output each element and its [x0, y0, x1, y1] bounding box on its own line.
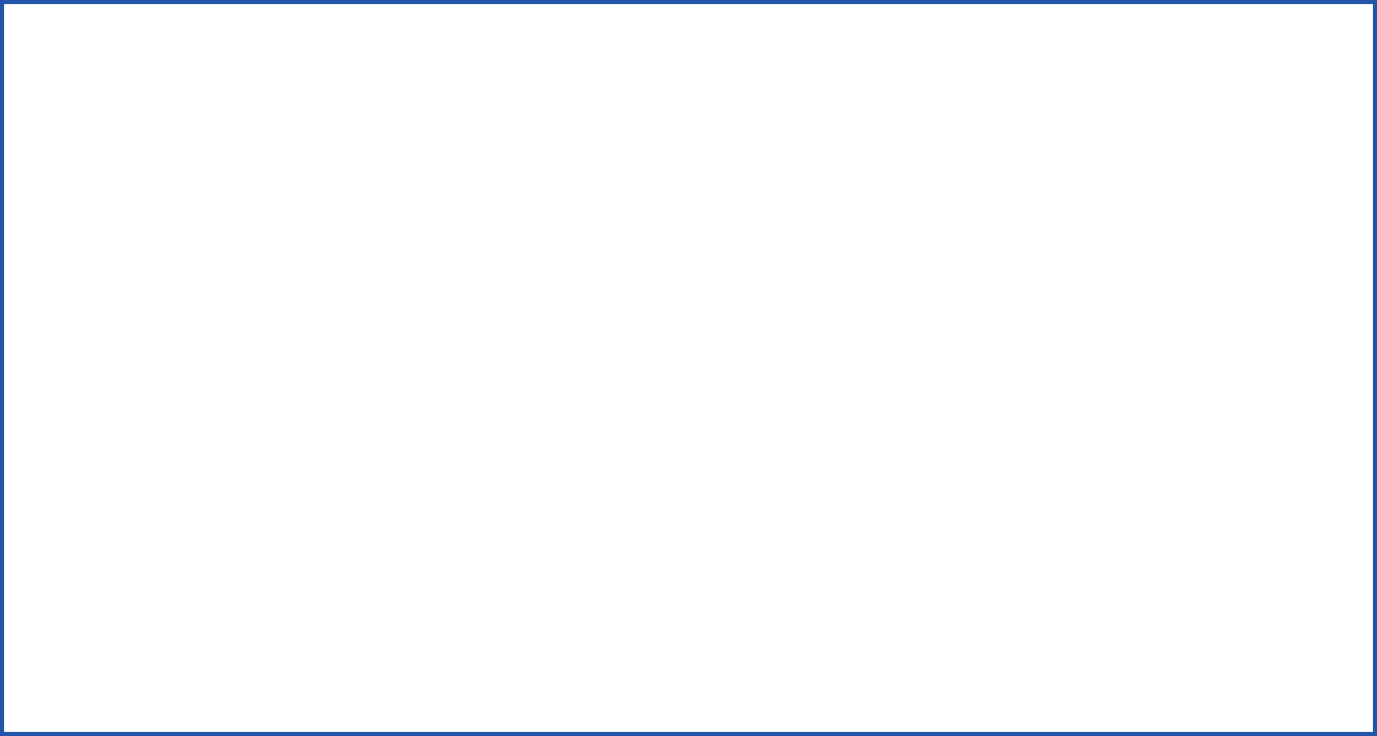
- Text: (39): (39): [65, 489, 90, 501]
- Text: Variables (39): Variables (39): [256, 127, 343, 141]
- Text: (3): (3): [65, 369, 83, 381]
- FancyBboxPatch shape: [32, 396, 37, 402]
- Text: Custom Search: Time
Series: Custom Search: Time Series: [112, 57, 245, 85]
- FancyBboxPatch shape: [30, 394, 39, 403]
- FancyBboxPatch shape: [10, 168, 231, 190]
- FancyBboxPatch shape: [1, 32, 1376, 122]
- FancyBboxPatch shape: [32, 348, 37, 354]
- Text: Back: Back: [1260, 712, 1289, 726]
- FancyBboxPatch shape: [1305, 707, 1366, 731]
- Text: Esri: Esri: [43, 489, 65, 501]
- Text: Data browser: Data browser: [12, 10, 102, 24]
- FancyBboxPatch shape: [14, 250, 23, 260]
- Text: (3): (3): [65, 392, 83, 406]
- Text: (3): (3): [65, 320, 83, 333]
- FancyBboxPatch shape: [1, 702, 1376, 736]
- Text: 2023 Housing Unit Time Series (Esri): 2023 Housing Unit Time Series (Esri): [269, 193, 498, 206]
- FancyBboxPatch shape: [509, 183, 923, 216]
- Text: 2023 Population Time Series (Esri): 2023 Population Time Series (Esri): [269, 228, 485, 241]
- FancyBboxPatch shape: [30, 275, 39, 283]
- FancyBboxPatch shape: [1248, 707, 1300, 731]
- FancyBboxPatch shape: [242, 182, 1376, 217]
- Text: 2011: 2011: [43, 344, 73, 358]
- FancyBboxPatch shape: [30, 419, 39, 428]
- Text: (39): (39): [162, 272, 186, 286]
- Text: (3): (3): [65, 417, 83, 430]
- Text: (39): (39): [50, 200, 73, 213]
- FancyBboxPatch shape: [14, 467, 23, 475]
- FancyBboxPatch shape: [15, 468, 22, 474]
- Text: (39): (39): [121, 297, 145, 310]
- FancyBboxPatch shape: [15, 300, 22, 306]
- FancyBboxPatch shape: [94, 48, 262, 94]
- Text: Year: Year: [28, 200, 52, 213]
- FancyBboxPatch shape: [15, 252, 22, 258]
- Text: 2023 Household Time Series (Esri): 2023 Household Time Series (Esri): [269, 158, 485, 171]
- Text: ›: ›: [255, 193, 260, 207]
- Text: By keyword (39): By keyword (39): [14, 154, 110, 166]
- Text: Enter any keyword: Enter any keyword: [18, 174, 123, 184]
- Text: ×: ×: [1352, 10, 1365, 24]
- FancyBboxPatch shape: [15, 204, 22, 210]
- Text: Cancel: Cancel: [1316, 712, 1356, 726]
- FancyBboxPatch shape: [242, 122, 1376, 702]
- FancyBboxPatch shape: [32, 372, 37, 378]
- Text: 2014: 2014: [43, 417, 73, 430]
- Text: 2010: 2010: [43, 320, 73, 333]
- FancyBboxPatch shape: [1, 2, 1376, 32]
- FancyBboxPatch shape: [32, 492, 37, 498]
- FancyBboxPatch shape: [32, 324, 37, 330]
- FancyBboxPatch shape: [32, 420, 37, 426]
- Text: Esri Updated Demogra...: Esri Updated Demogra...: [43, 272, 189, 286]
- Text: (3): (3): [65, 344, 83, 358]
- Text: ›: ›: [255, 158, 260, 171]
- Text: 2013: 2013: [43, 392, 73, 406]
- FancyBboxPatch shape: [32, 228, 37, 234]
- Text: Historical Vintage: Historical Vintage: [28, 297, 132, 310]
- FancyBboxPatch shape: [30, 227, 39, 236]
- Text: Refine results: Refine results: [14, 127, 99, 141]
- Text: Categories: Categories: [10, 98, 70, 108]
- Text: (39): (39): [59, 464, 84, 478]
- FancyBboxPatch shape: [264, 62, 336, 94]
- FancyBboxPatch shape: [14, 202, 23, 211]
- Text: Dataset: Dataset: [28, 249, 73, 261]
- Text: (39): (39): [65, 224, 90, 238]
- Text: (39): (39): [65, 249, 90, 261]
- Text: Create a custom variable: Create a custom variable: [14, 712, 164, 726]
- Text: Source: Source: [28, 464, 67, 478]
- Text: ›: ›: [255, 227, 260, 241]
- Text: 2012: 2012: [43, 369, 73, 381]
- FancyBboxPatch shape: [1, 122, 242, 702]
- Text: more...: more...: [32, 441, 74, 453]
- FancyBboxPatch shape: [32, 276, 37, 282]
- FancyBboxPatch shape: [14, 299, 23, 308]
- FancyBboxPatch shape: [30, 370, 39, 380]
- FancyBboxPatch shape: [30, 490, 39, 500]
- Text: 2023: 2023: [43, 224, 73, 238]
- FancyBboxPatch shape: [30, 322, 39, 331]
- Text: New ‘Time Series’ data for Households, Housing Units and Population: New ‘Time Series’ data for Households, H…: [498, 193, 934, 206]
- FancyBboxPatch shape: [30, 347, 39, 355]
